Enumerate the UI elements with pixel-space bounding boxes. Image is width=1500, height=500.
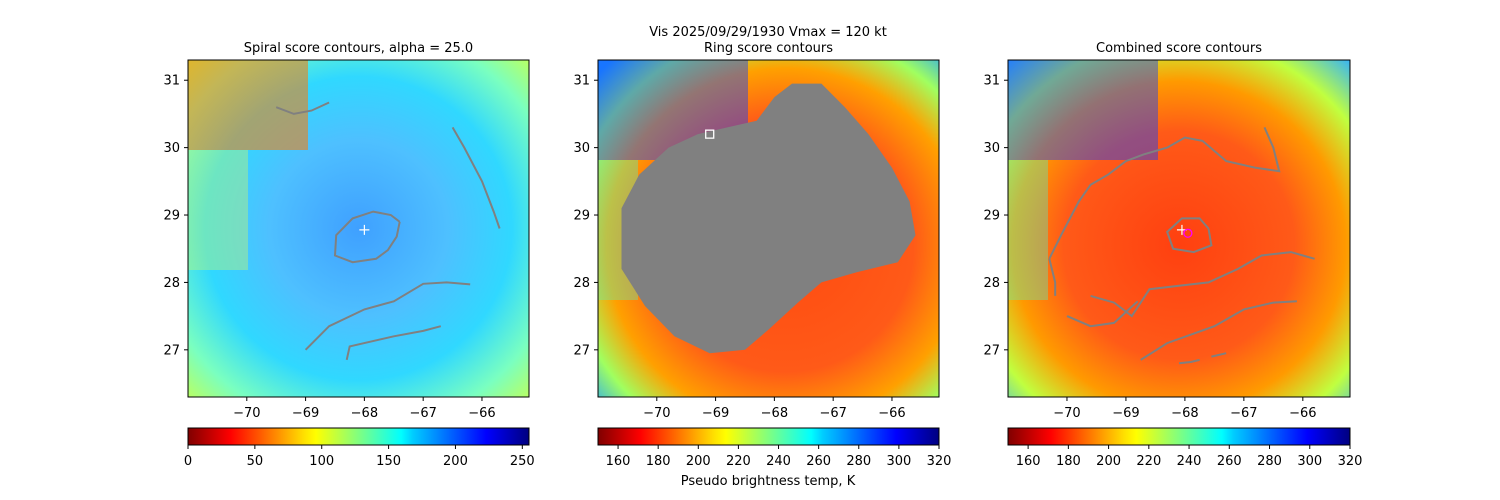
colorbar-tick-label: 280 [1257, 454, 1282, 469]
score-contour-line [304, 281, 471, 351]
x-tick-label: −69 [292, 406, 319, 421]
ring-score-filled-contour [621, 83, 916, 354]
colorbar-tick-label: 260 [1217, 454, 1242, 469]
colorbar-tick-label: 300 [886, 454, 911, 469]
colorbar-tick-label: 200 [686, 454, 711, 469]
heatmap-image [1008, 60, 1350, 397]
y-tick-label: 27 [163, 343, 180, 358]
y-tick-label: 28 [573, 276, 590, 291]
axes-frame [1007, 59, 1351, 398]
heatmap-image [188, 60, 529, 397]
colorbar-tick-label: 200 [443, 454, 468, 469]
y-tick-label: 27 [573, 343, 590, 358]
y-tick-label: 29 [163, 209, 180, 224]
score-contour-line [345, 325, 442, 361]
colorbar-tick-label: 180 [646, 454, 671, 469]
combined-center-circle-marker [1183, 228, 1193, 238]
colorbar-tick-label: 250 [510, 454, 535, 469]
cloud-band [188, 150, 248, 270]
colorbar [1007, 427, 1351, 446]
score-contour-line [1066, 300, 1139, 328]
y-tick-label: 30 [983, 141, 1000, 156]
x-tick-label: −66 [468, 406, 495, 421]
x-tick-label: −67 [409, 406, 436, 421]
panel-title: Combined score contours [1096, 41, 1262, 56]
y-tick-label: 31 [983, 74, 1000, 89]
center-plus-marker [359, 224, 370, 235]
cloud-band [188, 60, 308, 150]
y-tick-label: 31 [573, 74, 590, 89]
colorbar-tick-label: 280 [846, 454, 871, 469]
panel-1: Spiral score contours, alpha = 25.0 −70 −6… [163, 41, 534, 469]
x-tick-label: −70 [233, 406, 260, 421]
figure-suptitle: Vis 2025/09/29/1930 Vmax = 120 kt [649, 25, 887, 40]
colorbar-tick-label: 300 [1297, 454, 1322, 469]
x-tick-label: −69 [1112, 406, 1139, 421]
colorbar-tick-label: 220 [726, 454, 751, 469]
panel-2: Ring score contours −70 −69 −68 −67 −66 27 28 29… [573, 41, 951, 469]
colorbar-tick-label: 320 [1338, 454, 1363, 469]
x-tick-label: −70 [1053, 406, 1080, 421]
panel-3: Combined score contours −70 −69 −68 −67 −66 27… [983, 41, 1362, 469]
panel-title: Ring score contours [704, 41, 833, 56]
score-contour-line [451, 126, 501, 229]
colorbar [597, 427, 940, 446]
score-contour-line [1048, 127, 1281, 260]
score-contour-line [1211, 352, 1227, 358]
colorbar-tick-label: 0 [184, 454, 192, 469]
x-tick-label: −68 [761, 406, 788, 421]
y-tick-label: 30 [573, 141, 590, 156]
colorbar-tick-label: 100 [309, 454, 334, 469]
colorbar-tick-label: 150 [376, 454, 401, 469]
colorbar-tick-label: 50 [247, 454, 264, 469]
colorbar-label: Pseudo brightness temp, K [681, 474, 856, 489]
score-contour-line [1048, 258, 1057, 296]
y-tick-label: 28 [163, 276, 180, 291]
x-tick-label: −69 [702, 406, 729, 421]
score-contour-line [1140, 300, 1297, 361]
colorbar-tick-label: 220 [1136, 454, 1161, 469]
colorbar-tick-label: 180 [1056, 454, 1081, 469]
score-contour-line [275, 101, 330, 115]
x-tick-label: −66 [1289, 406, 1316, 421]
cloud-band [1008, 160, 1048, 300]
x-tick-label: −68 [351, 406, 378, 421]
x-tick-label: −68 [1171, 406, 1198, 421]
colorbar [187, 427, 530, 446]
x-tick-label: −70 [643, 406, 670, 421]
ring-center-square-marker [705, 129, 715, 139]
score-contour-line [1090, 251, 1315, 318]
score-contour-line [1166, 217, 1213, 254]
score-contour-line [1178, 358, 1200, 365]
colorbar-tick-label: 160 [1016, 454, 1041, 469]
score-contour-line [333, 210, 401, 264]
x-tick-label: −66 [878, 406, 905, 421]
x-tick-label: −67 [1230, 406, 1257, 421]
x-tick-label: −67 [819, 406, 846, 421]
colorbar-tick-label: 160 [606, 454, 631, 469]
y-tick-label: 29 [573, 209, 590, 224]
colorbar-tick-label: 260 [806, 454, 831, 469]
cloud-band [1008, 60, 1158, 160]
panel-title: Spiral score contours, alpha = 25.0 [244, 41, 473, 56]
colorbar-tick-label: 320 [927, 454, 952, 469]
y-tick-label: 31 [163, 74, 180, 89]
axes-frame [187, 59, 530, 398]
colorbar-tick-label: 200 [1096, 454, 1121, 469]
colorbar-tick-label: 240 [766, 454, 791, 469]
colorbar-tick-label: 240 [1177, 454, 1202, 469]
y-tick-label: 29 [983, 209, 1000, 224]
axes-frame [597, 59, 940, 398]
y-tick-label: 30 [163, 141, 180, 156]
y-tick-label: 27 [983, 343, 1000, 358]
y-tick-label: 28 [983, 276, 1000, 291]
